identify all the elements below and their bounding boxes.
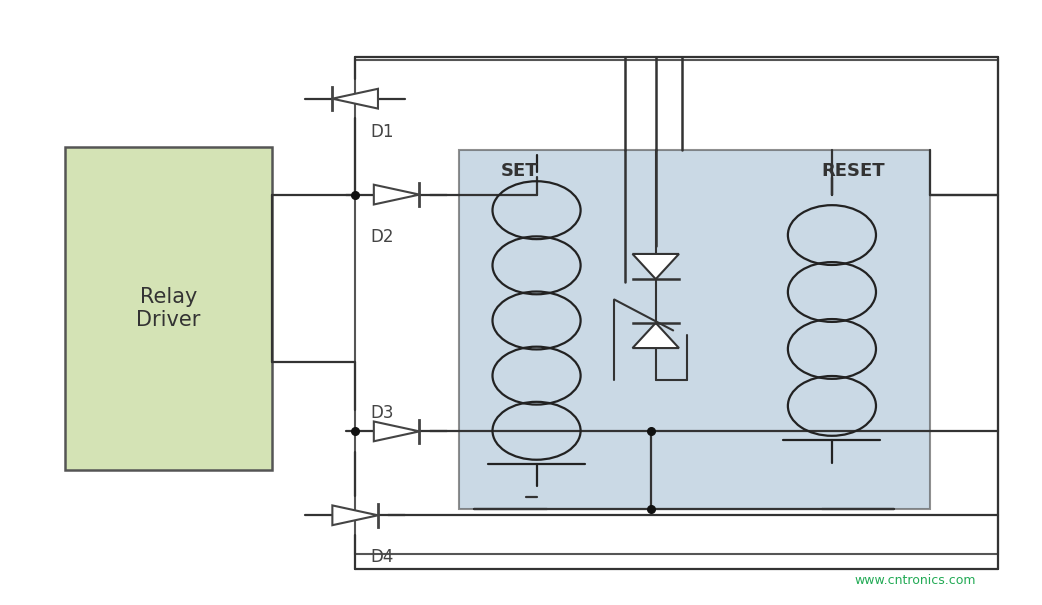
Bar xyxy=(355,60,998,554)
Bar xyxy=(458,149,931,509)
Text: www.cntronics.com: www.cntronics.com xyxy=(854,574,975,587)
Polygon shape xyxy=(632,254,679,279)
Text: RESET: RESET xyxy=(821,162,886,180)
Text: D1: D1 xyxy=(371,123,394,141)
Polygon shape xyxy=(332,505,378,525)
Text: D4: D4 xyxy=(371,548,394,566)
Bar xyxy=(65,146,272,470)
Text: D3: D3 xyxy=(371,404,394,422)
Polygon shape xyxy=(632,323,679,348)
Text: SET: SET xyxy=(500,162,538,180)
Polygon shape xyxy=(332,89,378,108)
Polygon shape xyxy=(374,422,420,441)
Text: Relay
Driver: Relay Driver xyxy=(137,287,201,330)
Polygon shape xyxy=(374,185,420,204)
Text: D2: D2 xyxy=(371,227,394,246)
